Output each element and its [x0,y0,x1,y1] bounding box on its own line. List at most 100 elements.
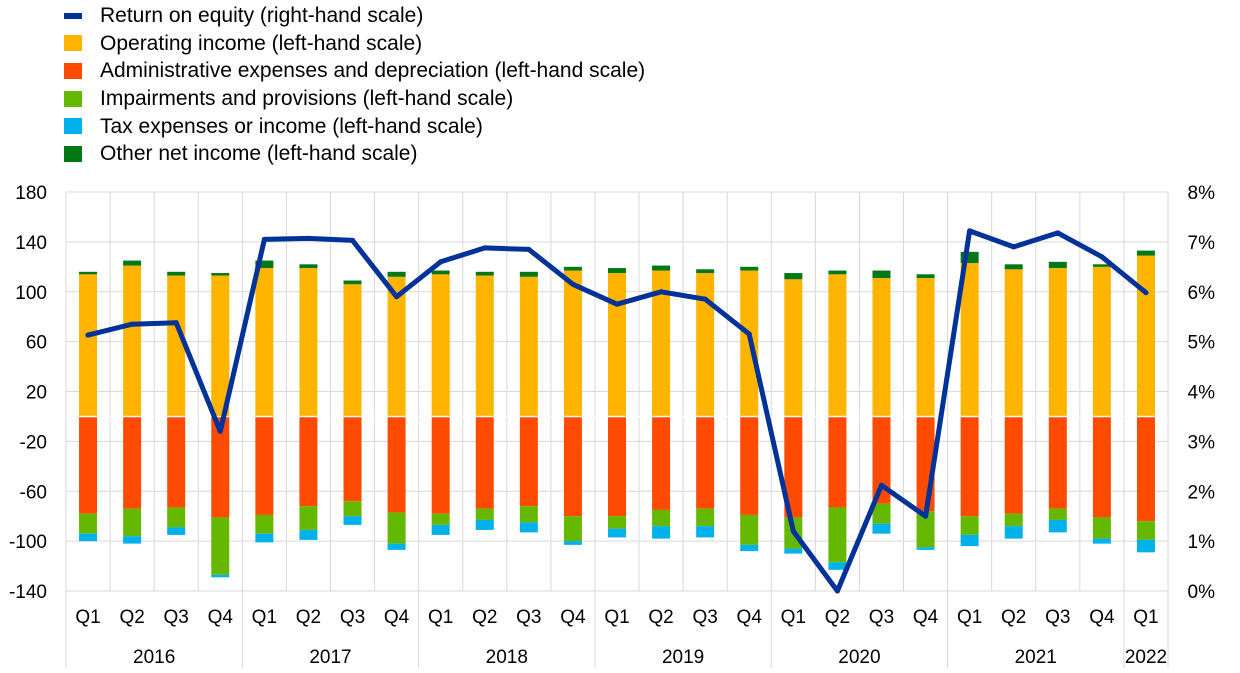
roe-point [394,294,400,300]
x-axis-quarter-label: Q4 [913,607,939,628]
x-axis-quarter-label: Q3 [516,607,541,628]
y-axis-right-tick-label: 8% [1188,183,1216,204]
bar-segment [255,533,274,543]
x-axis-quarter-label: Q2 [648,607,673,628]
bar-segment [960,251,979,264]
y-axis-right-tick-label: 4% [1188,383,1216,404]
bar-segment [211,275,230,417]
x-axis-quarter-label: Q2 [119,607,144,628]
x-axis-quarter-label: Q1 [252,607,277,628]
bar-segment [872,503,891,524]
x-axis-quarter-label: Q3 [164,607,189,628]
x-axis-year-label: 2016 [133,647,175,668]
legend-item: Tax expenses or income (left-hand scale) [64,112,645,140]
bar-segment [828,274,847,417]
bar-segment [652,270,671,417]
bar-segment [1092,264,1111,267]
bar-segment [872,278,891,417]
legend-label: Administrative expenses and depreciation… [100,59,646,83]
bar-segment [387,543,406,550]
bar-segment [1004,526,1023,539]
x-axis-quarter-label: Q1 [957,607,982,628]
bar-segment [1136,250,1155,256]
bar-segment [475,508,494,520]
bar-segment [167,507,186,528]
roe-point [1055,230,1061,236]
y-axis-left-tick-label: -140 [9,582,47,603]
bar-segment [652,509,671,527]
bar-segment [652,526,671,539]
x-axis-quarter-label: Q1 [75,607,100,628]
bar-segment [608,416,626,517]
bar-segment [563,416,582,517]
roe-point [658,289,664,295]
y-axis-left-tick-label: 20 [26,383,47,404]
x-axis-quarter-label: Q3 [1045,607,1070,628]
bar-segment [1048,519,1067,533]
x-axis-quarter-label: Q1 [604,607,629,628]
bar-segment [255,514,274,534]
bar-segment [167,527,186,535]
legend-swatch [64,35,82,52]
x-axis-year-label: 2018 [486,647,528,668]
bar-segment [563,270,582,417]
bar-segment [1004,416,1023,514]
bar-segment [123,508,142,537]
y-axis-right-tick-label: 6% [1188,283,1216,304]
bar-segment [696,526,715,538]
x-axis-quarter-label: Q1 [1133,607,1158,628]
roe-point [702,296,708,302]
bar-segment [740,544,759,552]
roe-point [834,588,840,594]
x-axis-quarter-label: Q2 [472,607,497,628]
bar-segment [916,511,935,548]
roe-point [570,281,576,287]
legend-item: Return on equity (right-hand scale) [64,2,645,30]
bar-segment [167,271,186,276]
legend-swatch [64,145,82,162]
x-axis-year-label: 2019 [662,647,704,668]
bar-segment [740,266,759,271]
bar-segment [652,265,671,271]
bar-segment [79,271,98,275]
roe-point [305,235,311,241]
legend-swatch [64,12,82,19]
bar-segment [255,416,274,515]
roe-point [878,482,884,488]
bar-segment [1048,416,1067,509]
bar-segment [960,263,979,417]
legend-label: Return on equity (right-hand scale) [100,4,424,28]
roe-point [350,237,356,243]
bar-segment [299,416,318,507]
bar-segment [123,265,142,417]
bar-segment [387,416,406,513]
bar-segment [211,273,230,276]
bar-segment [123,416,142,509]
bar-segment [519,416,538,507]
bar-segment [1136,521,1155,540]
legend-label: Operating income (left-hand scale) [100,31,423,55]
bar-segment [1136,255,1155,417]
bar-segment [211,574,230,578]
bar-segment [828,562,847,570]
bar-segment [431,270,450,275]
bar-segment [608,528,626,538]
y-axis-right-tick-label: 2% [1188,482,1216,503]
roe-point [746,331,752,337]
bar-segment [519,276,538,417]
roe-point [526,246,532,252]
bar-segment [563,516,582,542]
bar-segment [960,534,979,547]
x-axis-year-label: 2021 [1015,647,1057,668]
y-axis-left-tick-label: -20 [20,432,47,453]
bar-segment [79,513,98,534]
bar-segment [1004,269,1023,417]
x-axis-quarter-label: Q3 [869,607,894,628]
x-axis-year-label: 2020 [838,647,880,668]
roe-point [1143,290,1149,296]
bar-segment [475,275,494,417]
bar-segment [431,416,450,514]
y-axis-left-tick-label: -60 [20,482,47,503]
bar-segment [828,507,847,563]
